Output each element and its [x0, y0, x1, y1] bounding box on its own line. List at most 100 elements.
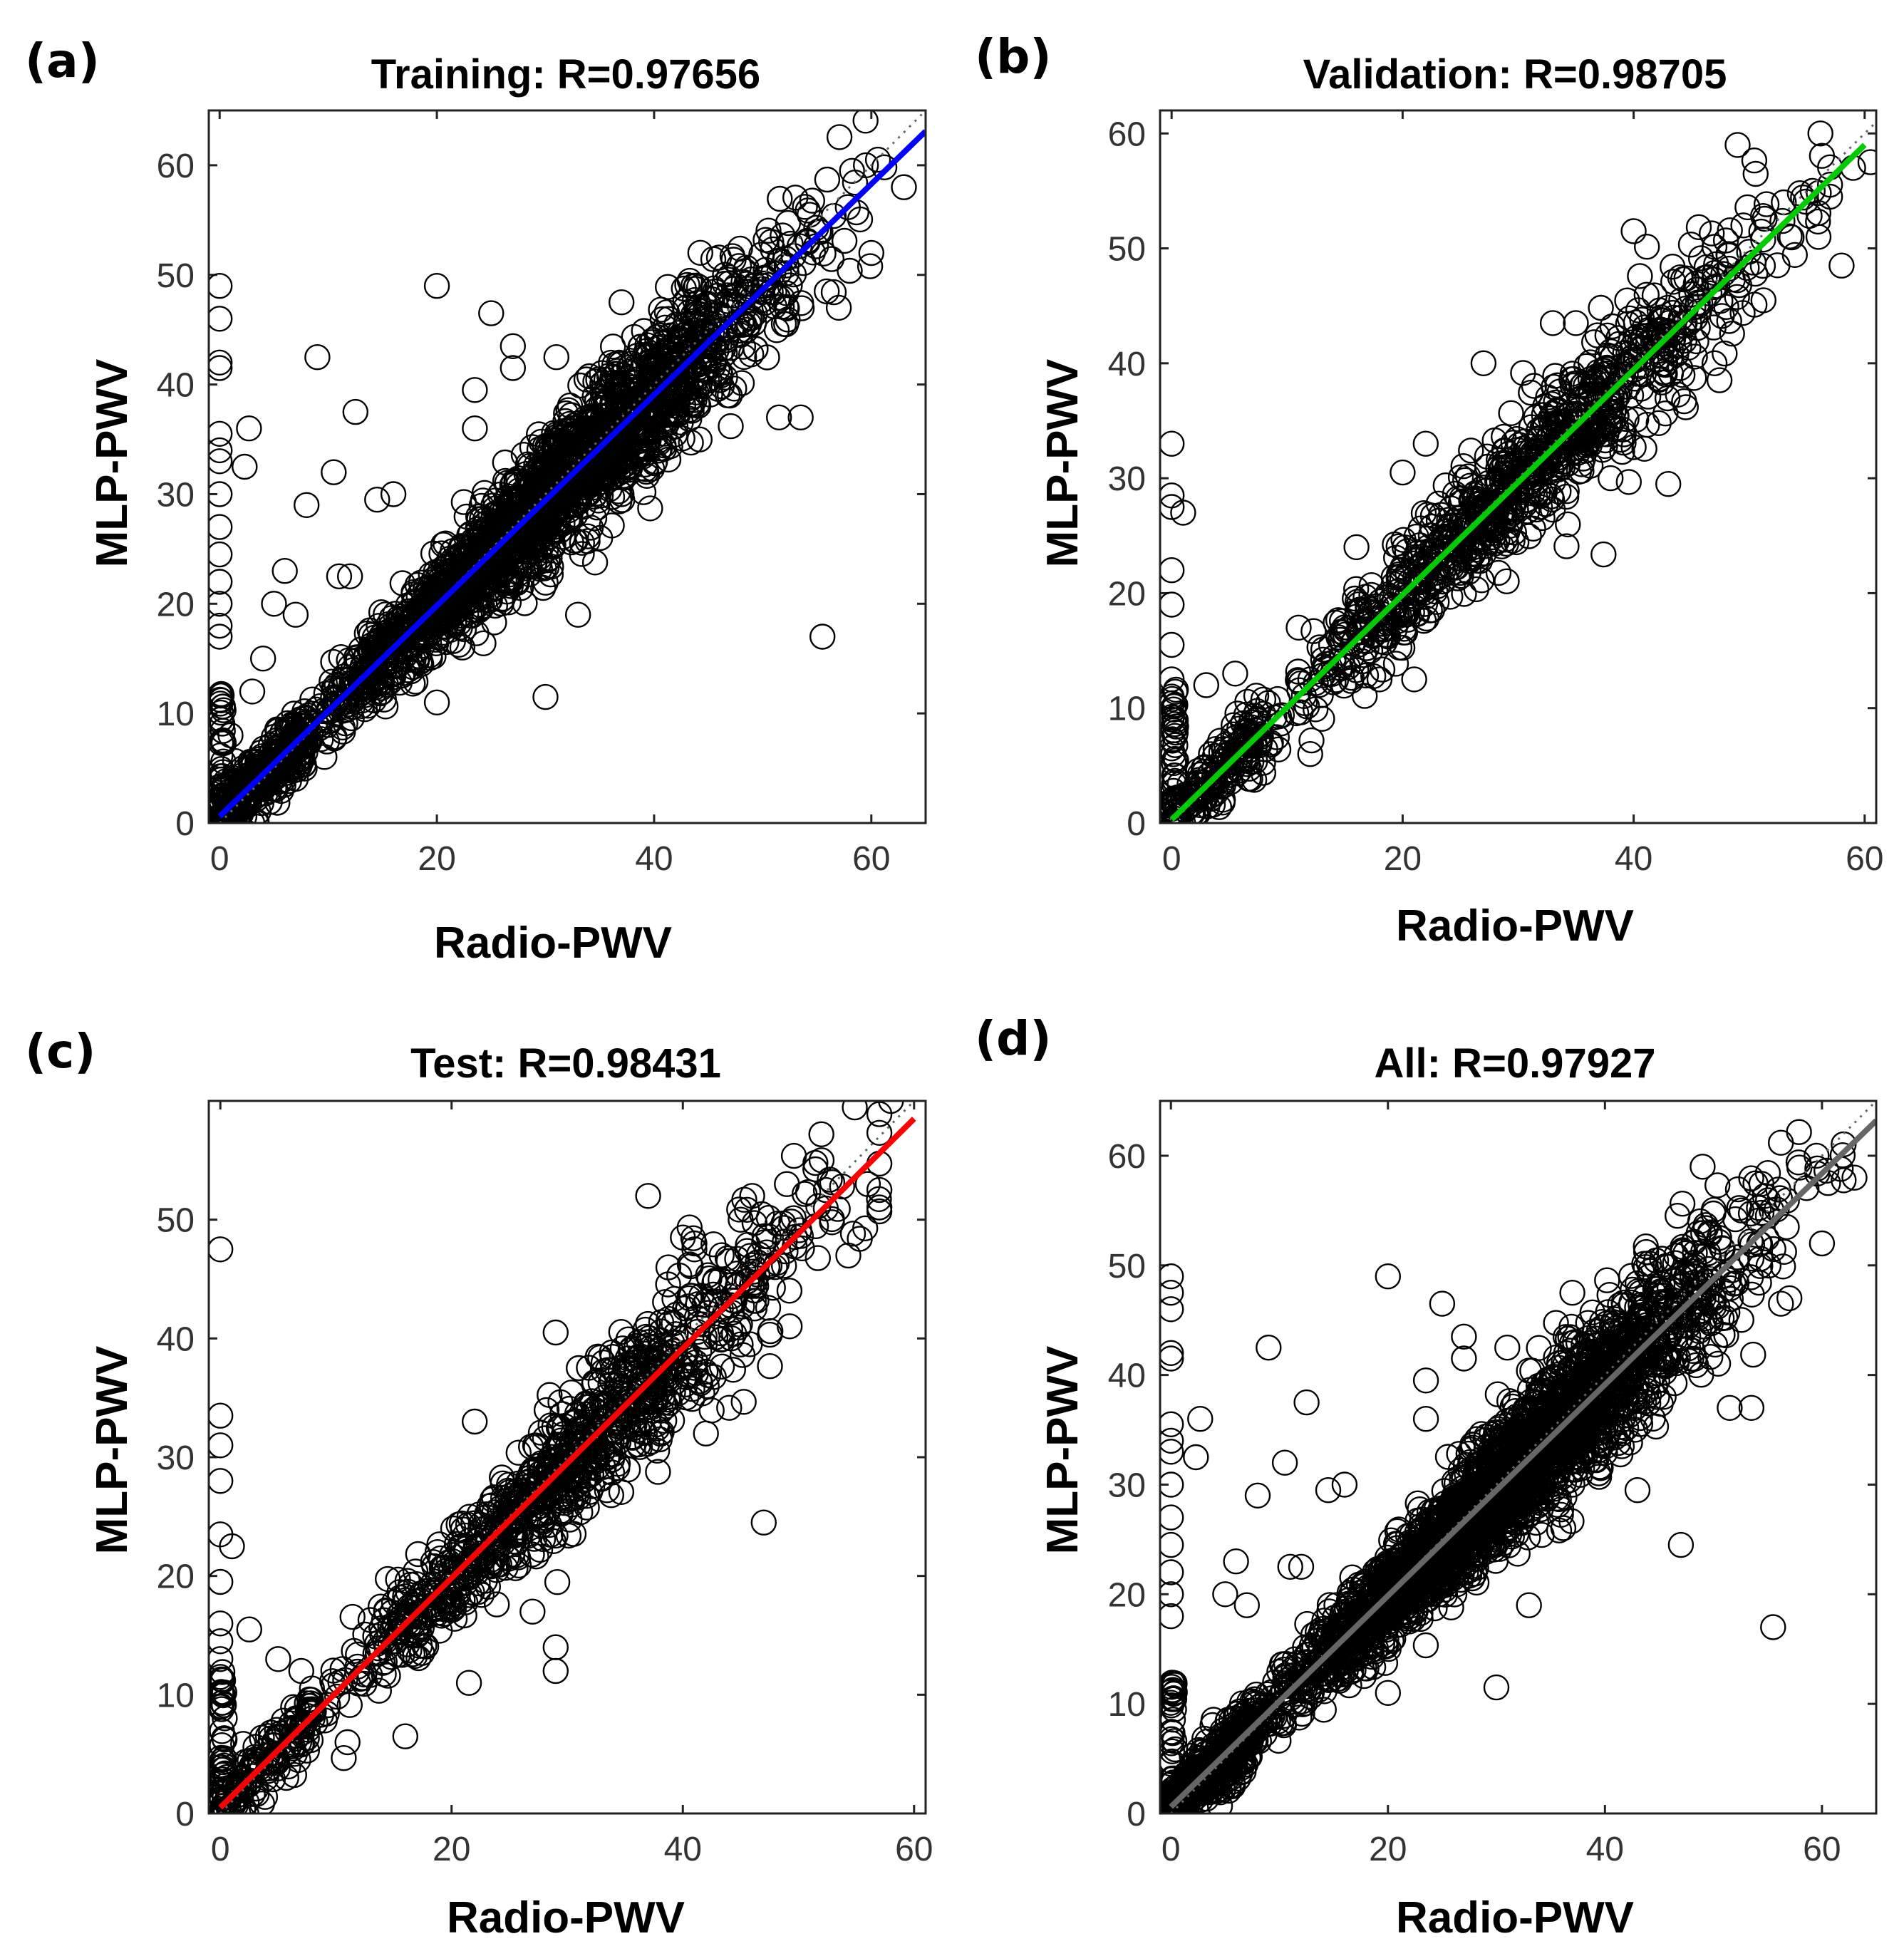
data-point [688, 1283, 715, 1309]
data-point [426, 1585, 452, 1611]
y-tick-label: 50 [157, 257, 195, 295]
data-point [584, 1343, 611, 1370]
data-point [1678, 281, 1704, 308]
y-tick-label: 10 [157, 1677, 195, 1714]
data-point [810, 240, 837, 267]
data-point [646, 1355, 673, 1381]
data-point [1567, 402, 1594, 428]
data-point [726, 317, 753, 344]
panel-letter: (a) [25, 33, 100, 88]
data-point [671, 275, 697, 302]
data-point [1265, 736, 1292, 763]
data-point [209, 1236, 234, 1263]
data-point [1160, 631, 1185, 658]
data-point [523, 1543, 549, 1570]
data-point [449, 634, 476, 661]
data-point [491, 506, 517, 532]
data-point [471, 480, 498, 506]
data-point [1464, 547, 1490, 574]
data-point [462, 1546, 489, 1573]
data-point [1160, 735, 1185, 762]
data-point [1622, 325, 1649, 352]
data-point [576, 1479, 604, 1505]
data-point [825, 294, 852, 321]
data-point [1492, 464, 1518, 490]
data-point [470, 630, 497, 656]
data-point [691, 356, 718, 383]
data-point [778, 1209, 804, 1235]
data-point [504, 569, 530, 596]
data-point [334, 1729, 361, 1756]
data-point [477, 1553, 505, 1580]
data-point [478, 300, 505, 326]
data-point [623, 436, 650, 462]
data-point [209, 623, 233, 650]
data-point [1539, 497, 1566, 523]
data-point [475, 1528, 501, 1554]
data-point [782, 185, 809, 211]
data-point [683, 1349, 709, 1376]
data-point [1685, 214, 1712, 240]
data-point [757, 1318, 784, 1345]
data-point [581, 549, 609, 576]
data-point [645, 1459, 671, 1485]
data-point [265, 1646, 291, 1672]
data-point [1741, 147, 1768, 174]
data-point [368, 669, 395, 695]
data-point [209, 273, 233, 299]
data-point [1366, 666, 1393, 693]
data-point [686, 1338, 713, 1365]
data-point [209, 1568, 234, 1595]
data-point [548, 1427, 574, 1454]
data-point [1250, 686, 1277, 713]
data-point [232, 453, 258, 480]
data-point [1384, 604, 1410, 630]
data-point [1160, 666, 1185, 693]
data-point [534, 554, 560, 581]
chart-title: All: R=0.97927 [1375, 1040, 1656, 1087]
data-point [651, 1390, 677, 1416]
data-point [1446, 505, 1472, 532]
data-point [637, 403, 663, 430]
data-point [581, 505, 608, 532]
data-point [1474, 443, 1501, 470]
data-point [642, 448, 668, 475]
data-point [502, 1479, 529, 1506]
data-point [812, 1176, 839, 1204]
data-point [708, 1353, 735, 1380]
y-tick-label: 60 [157, 148, 195, 185]
data-point [342, 398, 368, 425]
data-point [421, 566, 447, 592]
data-point [1654, 385, 1681, 412]
data-point [433, 628, 460, 656]
data-point [1671, 388, 1697, 415]
data-point [471, 552, 497, 579]
data-point [1669, 362, 1696, 388]
data-point [773, 260, 800, 286]
data-point [599, 1339, 625, 1366]
data-point [1352, 662, 1380, 689]
data-point [1391, 534, 1418, 561]
data-point [733, 271, 760, 297]
data-point [1160, 706, 1185, 733]
data-point [448, 1533, 475, 1559]
data-point [611, 390, 638, 418]
data-point [485, 1535, 511, 1562]
data-point [717, 1316, 744, 1342]
data-point [1627, 263, 1653, 289]
panel-letter: (b) [975, 29, 1052, 84]
data-point [547, 1414, 574, 1441]
data-point [408, 569, 434, 596]
data-point [1594, 322, 1621, 348]
data-point [658, 389, 685, 415]
data-point [209, 1468, 234, 1494]
data-point [787, 1223, 814, 1249]
data-point [679, 1375, 705, 1402]
data-point [525, 527, 552, 554]
data-point [1463, 576, 1490, 603]
data-point [496, 1479, 522, 1506]
data-point [820, 279, 847, 306]
data-point [1369, 656, 1396, 683]
data-point [1719, 321, 1745, 347]
data-point [1561, 366, 1587, 393]
